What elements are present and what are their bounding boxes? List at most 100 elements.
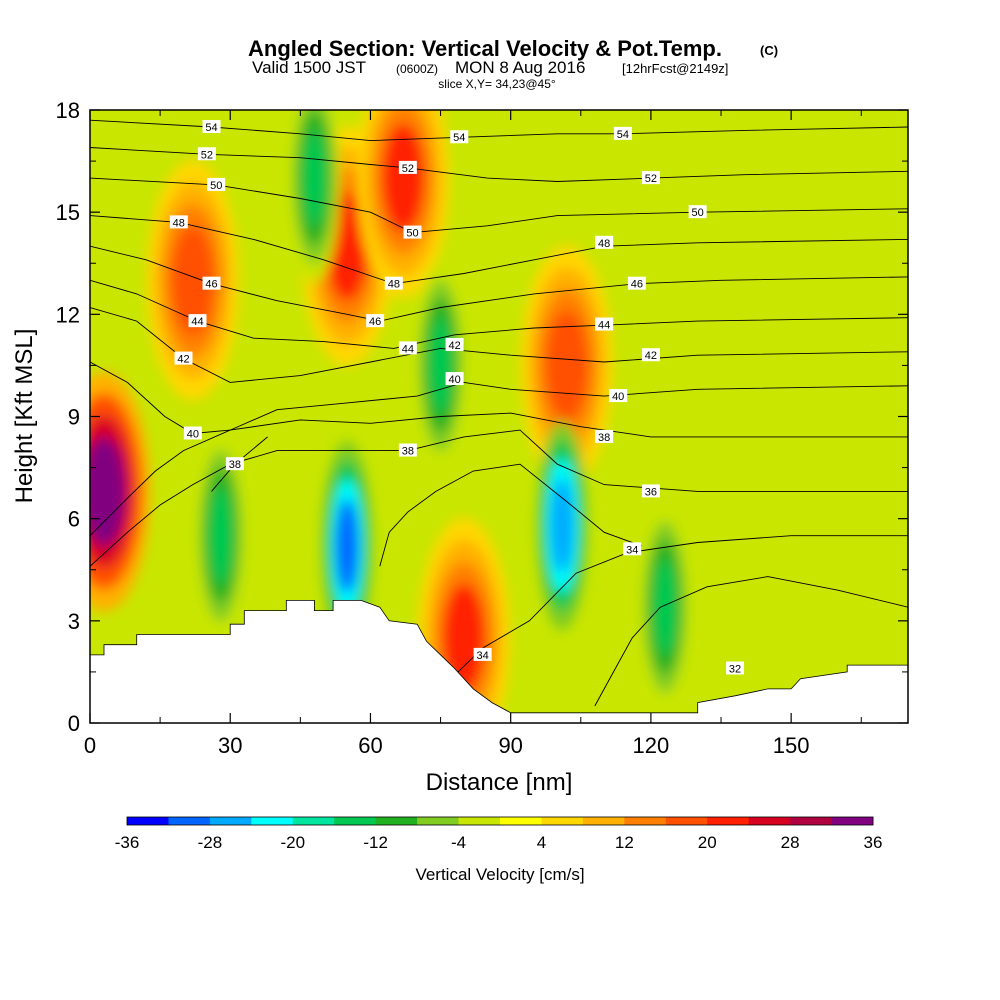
isentrope-label-bg	[595, 429, 614, 443]
y-tick-label: 9	[68, 405, 80, 430]
colorbar-swatch	[292, 817, 335, 825]
isentrope-label: 54	[450, 130, 469, 144]
y-tick-label: 15	[56, 200, 80, 225]
isentrope-label: 52	[641, 171, 660, 185]
isentrope-label-text: 48	[388, 279, 400, 291]
colorbar-swatch	[707, 817, 750, 825]
isentrope-label: 42	[445, 337, 464, 352]
isentrope-label: 46	[202, 276, 221, 291]
colorbar-swatch	[665, 817, 708, 825]
colorbar-swatch	[541, 817, 584, 825]
isentrope-label-text: 38	[598, 432, 610, 444]
isentrope-line	[90, 361, 908, 434]
downdraft-cell	[335, 498, 359, 594]
isentrope-labels: 32 34 34 36 38 38 40 42 44 46 48 50 52 54 54 52 50 48 46 44…	[169, 120, 745, 676]
isentrope-label-bg	[641, 171, 660, 185]
isentrope-label-bg	[384, 276, 403, 290]
updraft-cell	[171, 225, 214, 335]
y-tick-label: 6	[68, 507, 80, 532]
isentrope-label-text: 40	[187, 429, 199, 441]
colorbar: -36 -28 -20 -12 -4 4 12 20 28 36	[115, 816, 882, 852]
colorbar-swatch	[168, 817, 211, 825]
terrain	[90, 600, 908, 723]
isentrope-label-text: 34	[477, 650, 489, 662]
colorbar-tick-label: -28	[198, 833, 223, 852]
valid-line: Valid 1500 JST (0600Z) MON 8 Aug 2016 [1…	[252, 58, 728, 77]
y-tick-label: 12	[56, 302, 80, 327]
isentrope-label-bg	[688, 205, 707, 219]
chart-title-tag: (C)	[760, 43, 778, 58]
isentrope-label-text: 48	[598, 238, 610, 250]
isentrope-label: 46	[366, 314, 385, 328]
isentrope-label-text: 50	[406, 228, 418, 240]
isentrope-label: 50	[688, 205, 707, 219]
isentrope-label-bg	[445, 372, 464, 386]
isentrope-label-text: 54	[205, 122, 217, 134]
isentrope-label-text: 52	[402, 163, 414, 175]
isentrope-label-bg	[202, 120, 221, 134]
isentrope-label-bg	[595, 317, 614, 331]
colorbar-swatch	[375, 817, 418, 825]
downdraft-cell	[550, 477, 574, 574]
colorbar-frame	[126, 816, 874, 826]
isentrope-label-text: 48	[173, 217, 185, 229]
isentrope-label-text: 42	[645, 350, 657, 362]
downdraft-cell	[302, 130, 327, 226]
isentrope-label-bg	[473, 647, 492, 661]
isentrope-label-bg	[169, 215, 188, 229]
isentrope-line	[454, 535, 908, 676]
isentrope-label-text: 52	[645, 173, 657, 185]
x-tick-label: 0	[84, 733, 96, 758]
isentrope-label: 38	[398, 443, 417, 458]
colorbar-swatch	[209, 817, 252, 825]
isentrope-label-bg	[450, 130, 469, 144]
forecast-tag: [12hrFcst@2149z]	[622, 61, 728, 76]
isentrope-line	[90, 215, 908, 285]
isentrope-label-bg	[595, 235, 614, 249]
isentrope-label-text: 44	[191, 316, 203, 328]
colorbar-swatch	[831, 817, 874, 825]
isentrope-label: 52	[398, 160, 417, 175]
colorbar-swatch	[417, 817, 460, 825]
isentrope-label: 44	[595, 317, 614, 332]
isentrope-label: 42	[641, 348, 660, 362]
isentrope-line	[90, 147, 908, 182]
valid-prefix: Valid 1500 JST	[252, 58, 366, 77]
isentrope-line	[594, 576, 908, 707]
isentrope-line	[90, 412, 908, 537]
colorbar-swatch	[334, 817, 377, 825]
isentrope-label-text: 38	[402, 446, 414, 458]
isentrope-label-text: 50	[210, 180, 222, 192]
plot-area: 32 34 34 36 38 38 40 42 44 46 48 50 52 54 54 52 50 48 46 44…	[90, 110, 908, 723]
downdraft-cell	[209, 488, 233, 584]
isentrope-label: 44	[398, 341, 417, 355]
isentrope-label: 52	[197, 147, 216, 161]
isentrope-label-bg	[174, 351, 193, 365]
isentrope-label-text: 40	[448, 374, 460, 386]
valid-date: MON 8 Aug 2016	[455, 58, 585, 77]
isentrope-label-bg	[623, 542, 642, 556]
isentrope-line	[379, 463, 642, 567]
isentrope-label-text: 46	[205, 279, 217, 291]
colorbar-tick-label: -12	[363, 833, 388, 852]
colorbar-swatch	[500, 817, 542, 825]
colorbar-tick-label: -4	[451, 833, 466, 852]
x-tick-label: 120	[633, 733, 670, 758]
isentrope-label-bg	[398, 160, 417, 174]
x-tick-label: 60	[358, 733, 382, 758]
isentrope-label-text: 54	[617, 129, 629, 141]
isentrope-label-text: 32	[729, 664, 741, 676]
isentrope-label-bg	[197, 147, 216, 161]
isentrope-line	[90, 429, 908, 567]
isentrope-label: 44	[188, 314, 207, 328]
isentrope-label-bg	[225, 457, 244, 471]
isentrope-label: 40	[183, 426, 202, 441]
isentrope-label: 36	[641, 484, 660, 498]
valid-zulu: (0600Z)	[396, 62, 438, 76]
colorbar-swatch	[790, 817, 833, 825]
isentrope-line	[90, 279, 908, 349]
terrain-mask	[90, 600, 908, 723]
isentrope-label: 50	[207, 177, 226, 192]
isentrope-label-bg	[613, 126, 632, 140]
